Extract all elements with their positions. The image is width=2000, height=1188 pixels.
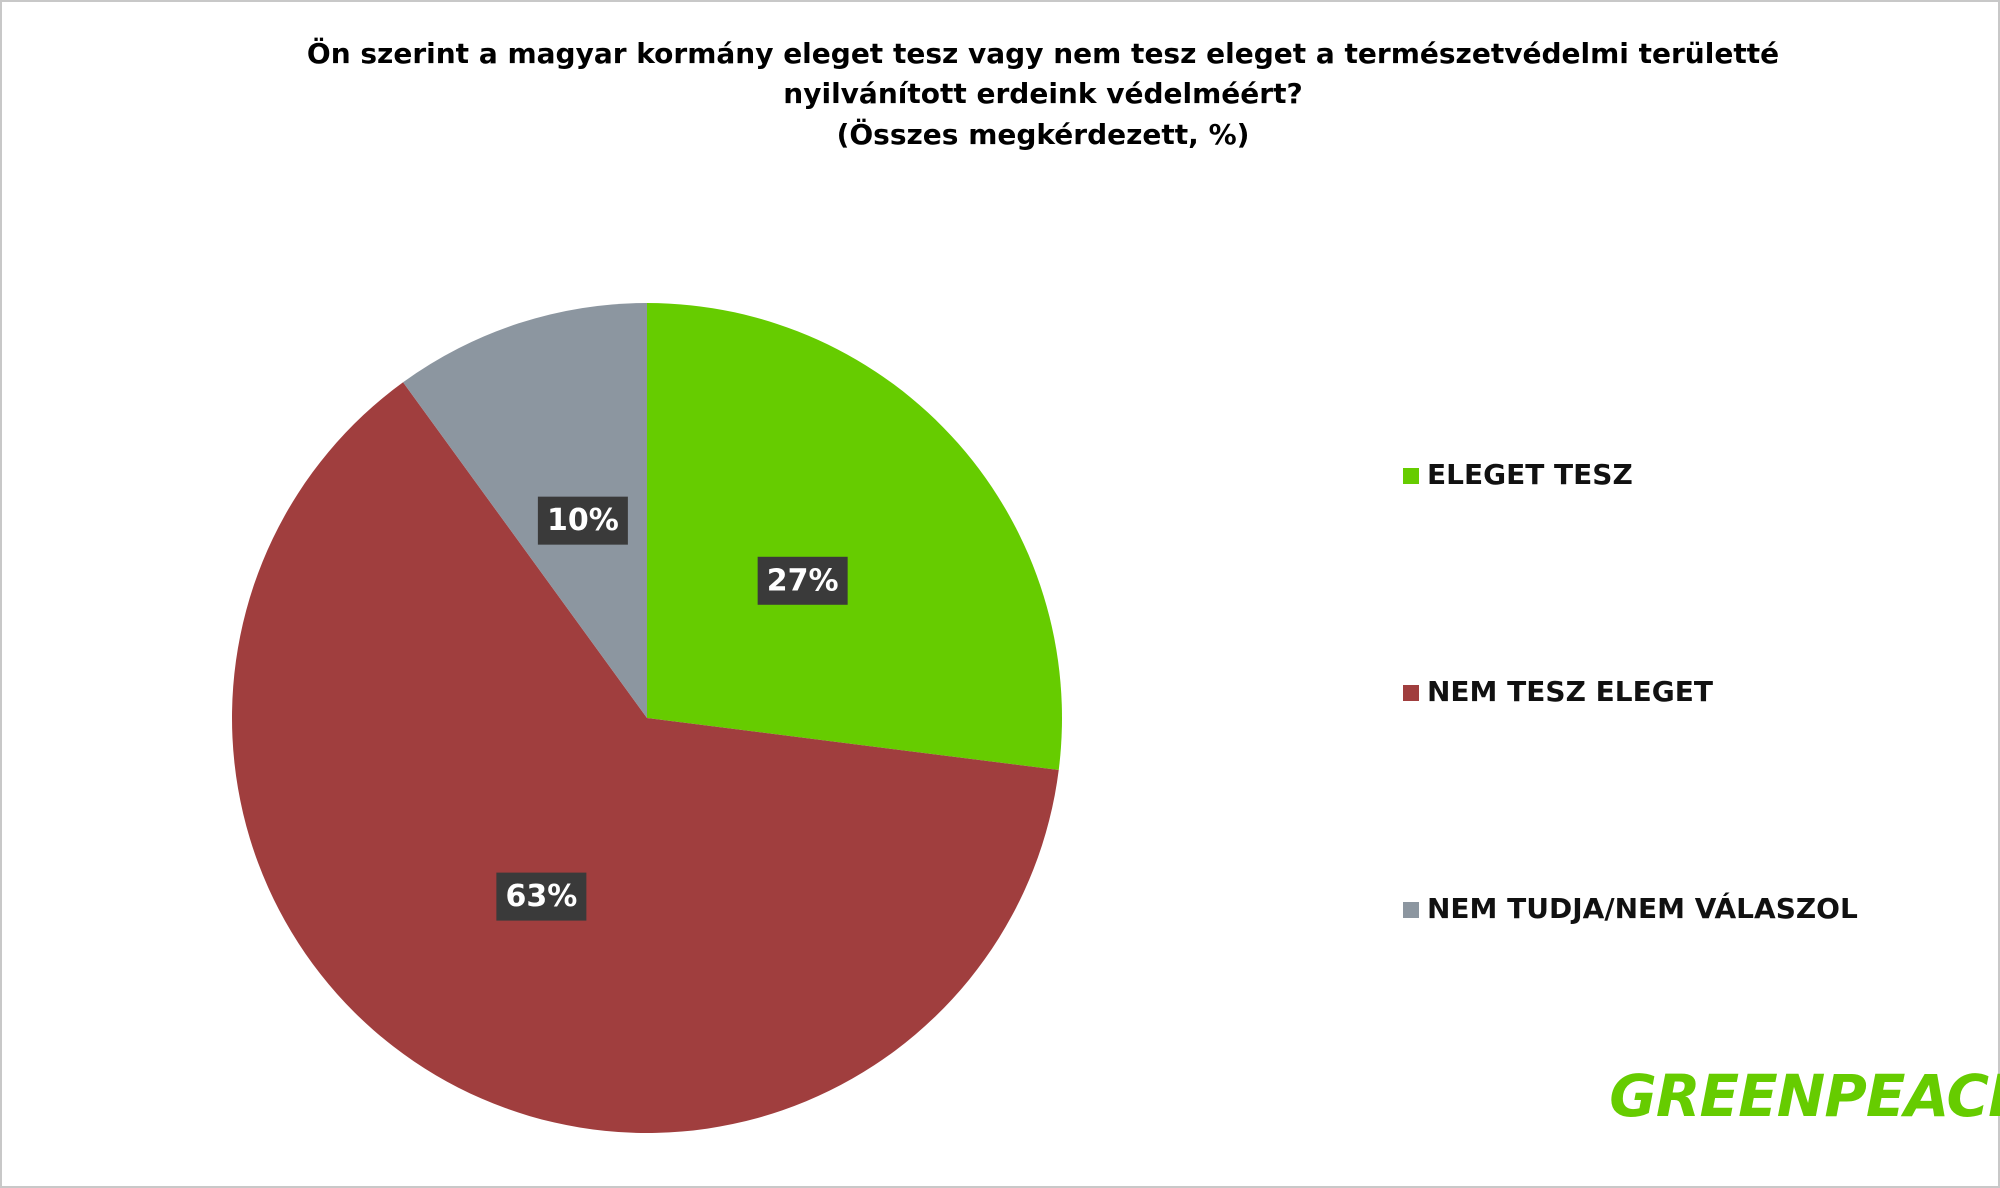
data-label-box xyxy=(757,556,848,605)
pie-slice xyxy=(232,382,1059,1133)
chart-title: Ön szerint a magyar kormány eleget tesz … xyxy=(307,36,1779,70)
data-label-box xyxy=(496,872,587,921)
pie-slice xyxy=(403,303,647,718)
pie-slice xyxy=(647,303,1062,771)
legend-label: NEM TESZ ELEGET xyxy=(1427,675,1713,708)
legend-label: ELEGET TESZ xyxy=(1427,458,1633,491)
legend-label: NEM TUDJA/NEM VÁLASZOL xyxy=(1427,891,1858,925)
legend-swatch xyxy=(1403,468,1419,484)
logo: GREENPEACE xyxy=(1609,1062,2000,1130)
legend-swatch xyxy=(1403,902,1419,918)
data-label: 27% xyxy=(767,563,839,598)
legend-swatch xyxy=(1403,685,1419,701)
data-label: 10% xyxy=(547,503,619,538)
chart-subtitle: (Összes megkérdezett, %) xyxy=(837,117,1250,151)
data-label-box xyxy=(537,496,628,545)
chart-title: nyilvánított erdeink védelméért? xyxy=(783,77,1302,110)
data-label: 63% xyxy=(505,879,577,914)
